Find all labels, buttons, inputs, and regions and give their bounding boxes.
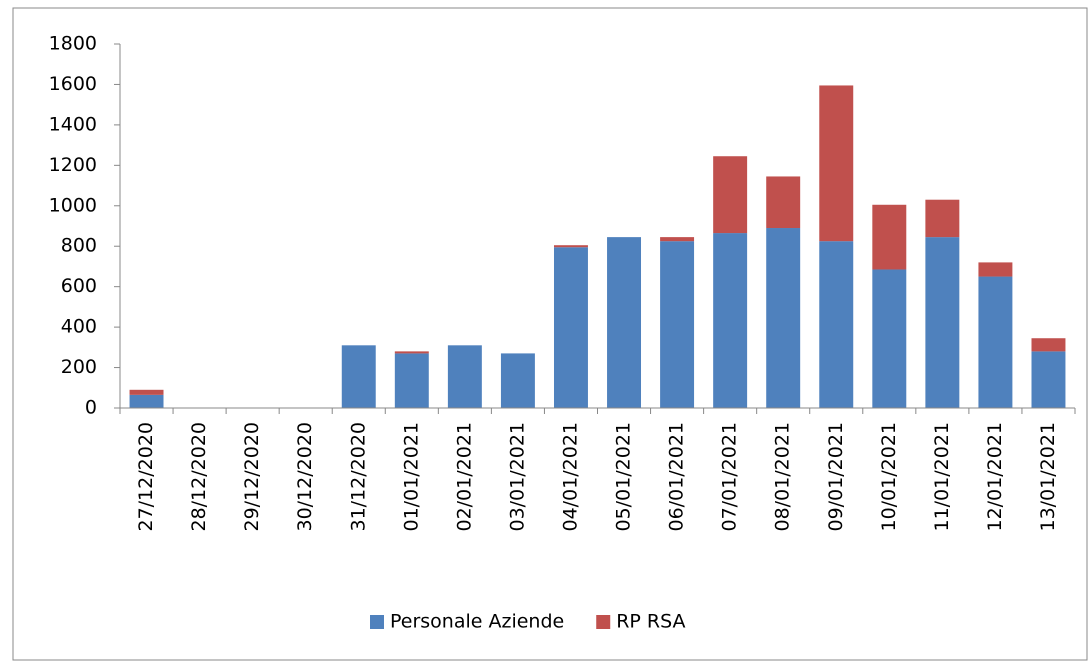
x-tick-label: 29/12/2020: [241, 422, 263, 532]
y-tick-label: 1400: [49, 113, 97, 135]
bar-segment: [660, 241, 695, 408]
y-tick-label: 800: [61, 235, 97, 257]
x-tick-label: 28/12/2020: [188, 422, 210, 532]
legend-label: RP RSA: [616, 611, 685, 633]
x-tick-label: 06/01/2021: [666, 422, 688, 532]
x-tick-label: 07/01/2021: [719, 422, 741, 532]
legend-label: Personale Aziende: [390, 611, 564, 633]
bar-segment: [1031, 338, 1066, 352]
x-tick-label: 30/12/2020: [294, 422, 316, 532]
x-tick-label: 10/01/2021: [878, 422, 900, 532]
y-tick-label: 1000: [49, 194, 97, 216]
bar-segment: [713, 233, 748, 408]
bar-segment: [553, 245, 588, 248]
bar-segment: [129, 389, 164, 395]
chart-frame: [12, 7, 1088, 661]
bar-segment: [553, 247, 588, 408]
legend-swatch: [596, 615, 611, 629]
y-tick-label: 1800: [49, 33, 97, 55]
bar-segment: [978, 276, 1013, 408]
x-tick-label: 05/01/2021: [613, 422, 635, 532]
y-tick-label: 600: [61, 275, 97, 297]
x-tick-label: 03/01/2021: [506, 422, 528, 532]
bar-segment: [394, 353, 429, 408]
legend-swatch: [370, 615, 384, 629]
bar-segment: [872, 269, 907, 408]
x-tick-label: 04/01/2021: [559, 422, 581, 532]
y-tick-label: 1200: [49, 154, 97, 176]
x-tick-label: 12/01/2021: [984, 422, 1006, 532]
bar-segment: [1031, 351, 1066, 408]
bar-segment: [978, 262, 1013, 277]
x-tick-label: 27/12/2020: [135, 422, 157, 532]
bar-segment: [925, 199, 960, 238]
bar-segment: [819, 85, 854, 242]
x-tick-label: 08/01/2021: [772, 422, 794, 532]
x-tick-label: 01/01/2021: [400, 422, 422, 532]
x-tick-label: 13/01/2021: [1037, 422, 1059, 532]
y-tick-label: 400: [61, 316, 97, 338]
bar-segment: [766, 228, 801, 408]
y-tick-label: 0: [85, 397, 97, 419]
y-tick-label: 200: [61, 356, 97, 378]
x-tick-label: 31/12/2020: [347, 422, 369, 532]
bar-segment: [500, 353, 535, 408]
bar-segment: [872, 204, 907, 270]
bar-segment: [713, 156, 748, 234]
bar-segment: [394, 351, 429, 354]
y-tick-label: 1600: [49, 73, 97, 95]
x-tick-label: 02/01/2021: [453, 422, 475, 532]
bar-segment: [129, 394, 164, 408]
bar-segment: [607, 237, 642, 408]
x-tick-label: 09/01/2021: [825, 422, 847, 532]
bar-segment: [660, 237, 695, 242]
bar-segment: [447, 345, 482, 408]
bar-segment: [819, 241, 854, 408]
x-tick-label: 11/01/2021: [931, 422, 953, 532]
bar-segment: [925, 237, 960, 408]
bar-segment: [341, 345, 376, 408]
bar-segment: [766, 176, 801, 229]
